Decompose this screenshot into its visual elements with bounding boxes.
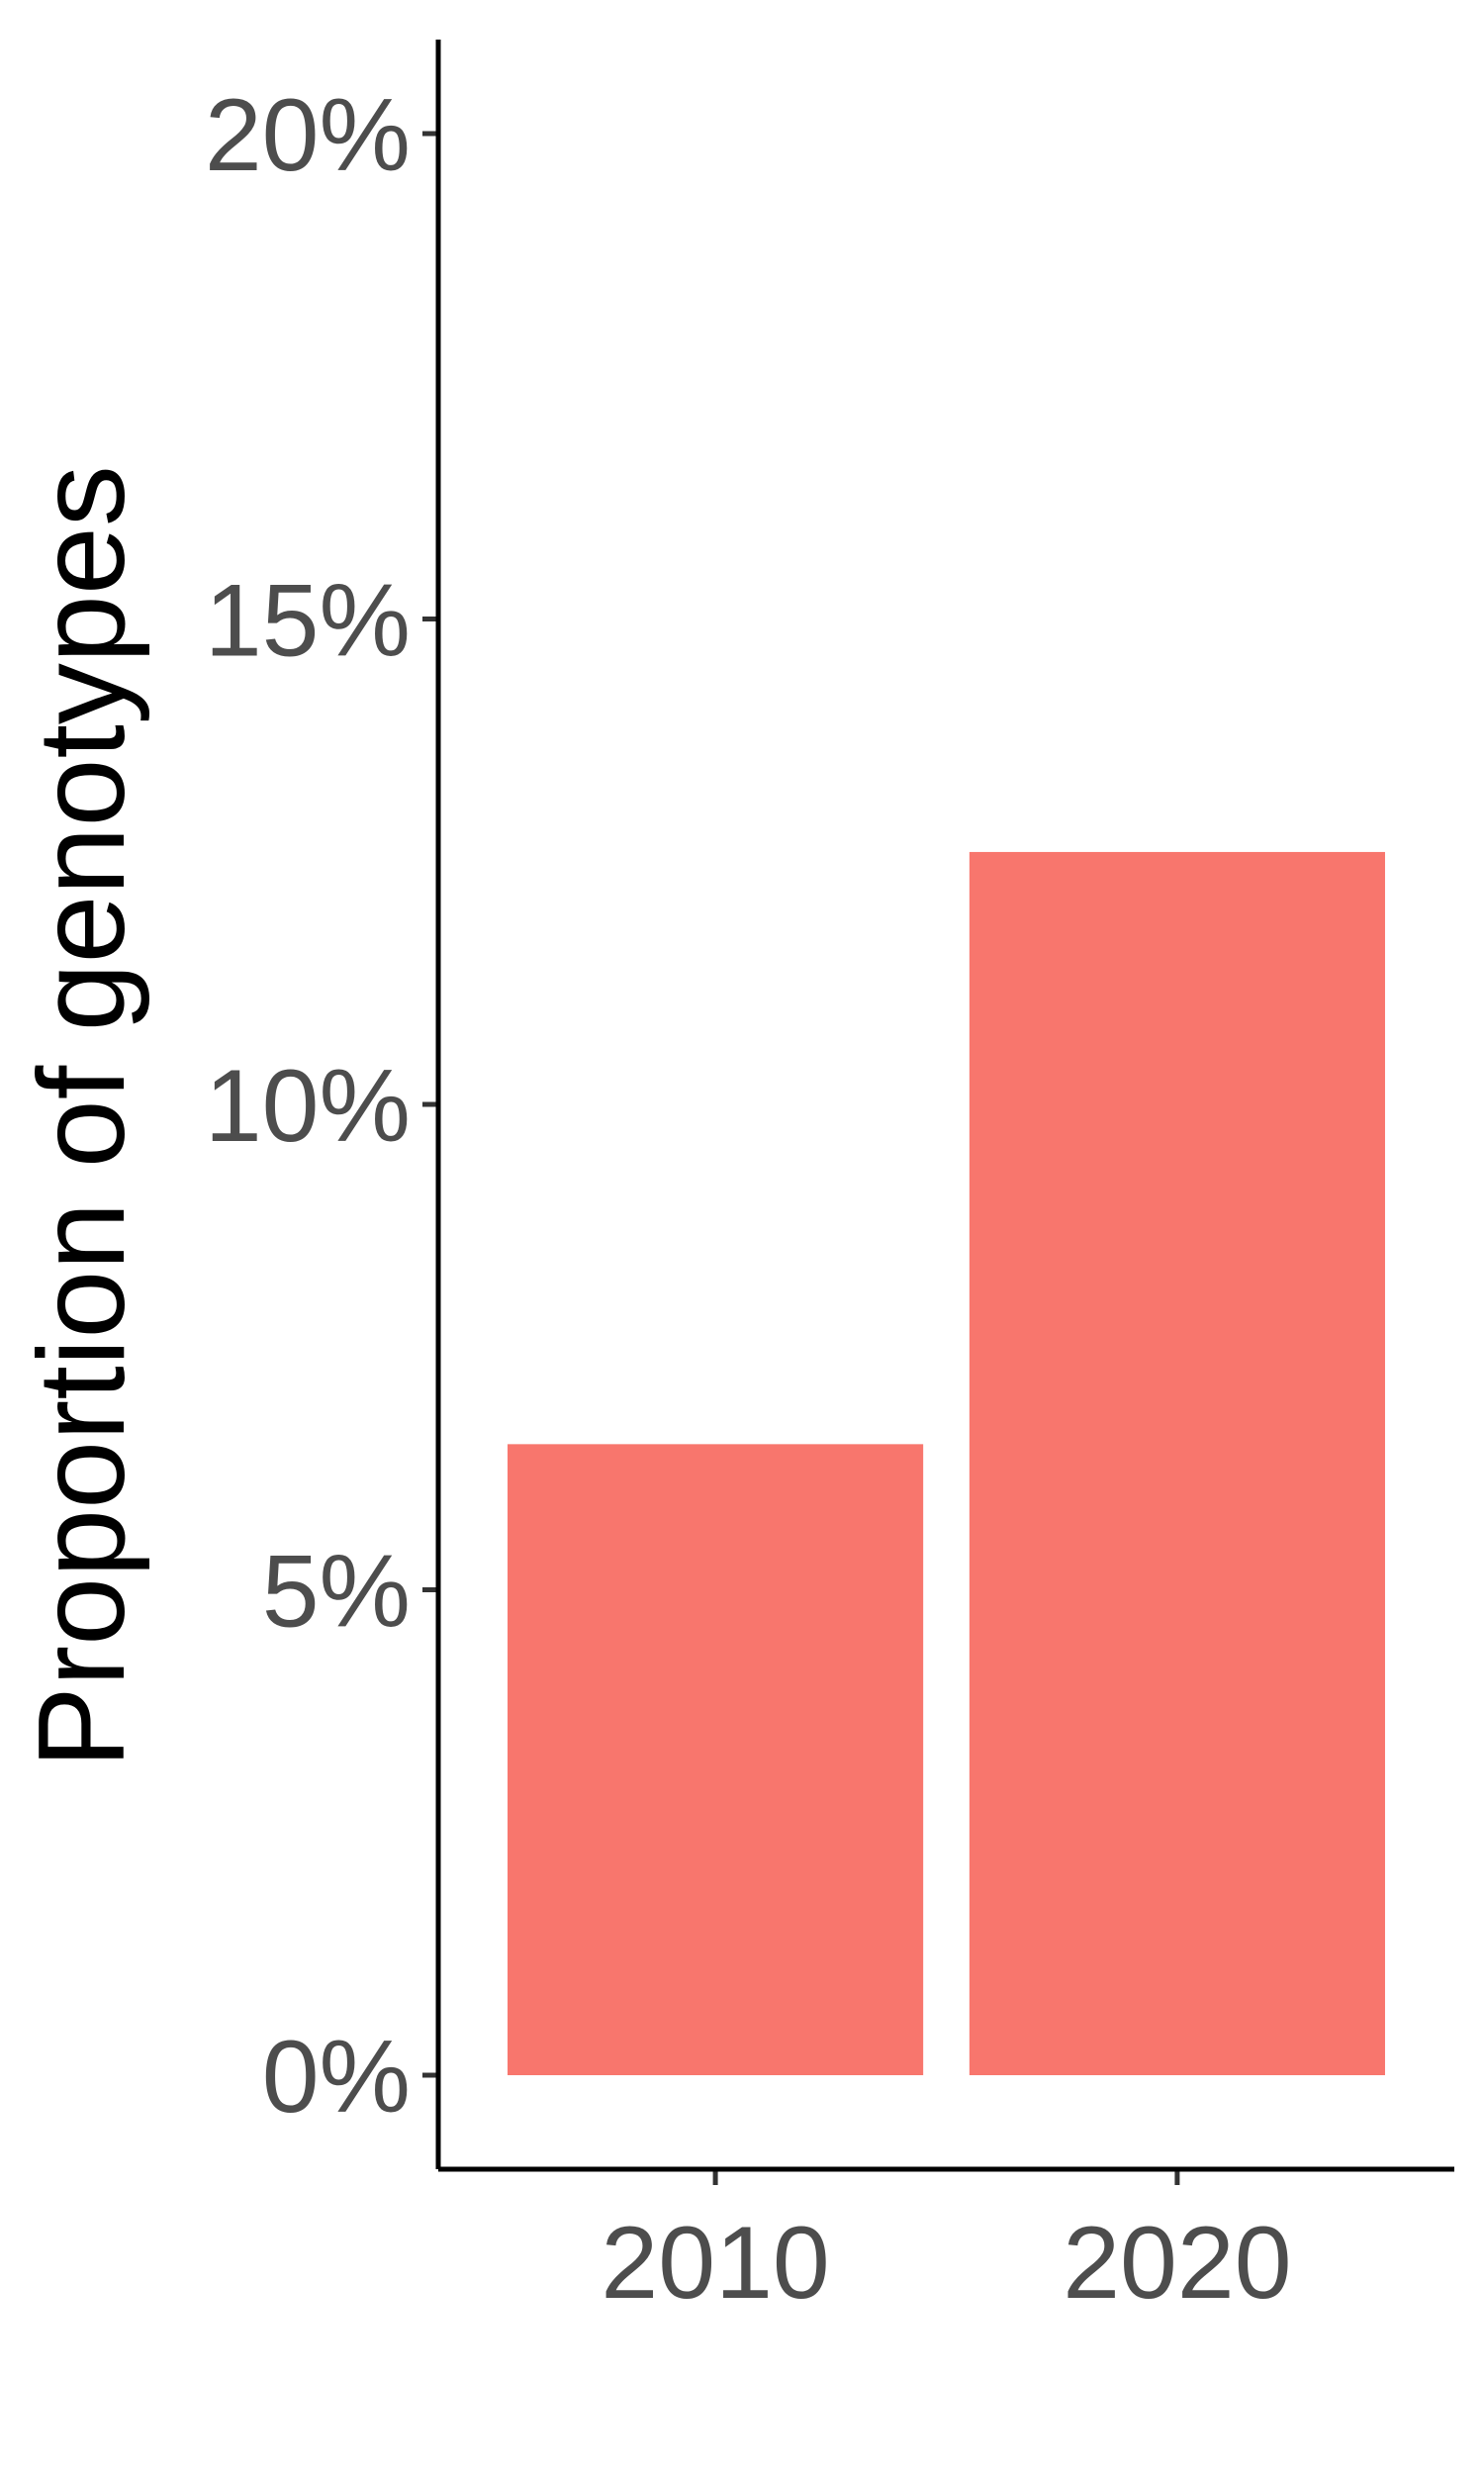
x-axis-ticks: 2010 2020 — [601, 2169, 1292, 2321]
y-axis-ticks: 0% 5% 10% 15% 20% — [205, 78, 438, 2135]
y-tick-label-0: 0% — [262, 2020, 411, 2135]
x-tick-label-2020: 2020 — [1063, 2206, 1291, 2321]
bars-group — [508, 851, 1385, 2076]
y-tick-label-10: 10% — [205, 1049, 411, 1164]
y-tick-label-15: 15% — [205, 564, 411, 679]
bar-2010 — [508, 1444, 924, 2075]
y-tick-label-20: 20% — [205, 78, 411, 193]
bar-2020 — [969, 851, 1385, 2076]
y-tick-label-5: 5% — [262, 1535, 411, 1650]
x-tick-label-2010: 2010 — [601, 2206, 829, 2321]
y-axis-title: Proportion of genotypes — [14, 465, 150, 1768]
